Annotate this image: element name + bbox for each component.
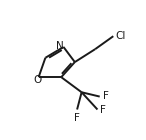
Text: N: N: [56, 41, 63, 51]
Text: O: O: [33, 75, 42, 85]
Text: F: F: [102, 91, 108, 101]
Text: Cl: Cl: [115, 31, 125, 41]
Text: F: F: [100, 104, 106, 115]
Text: F: F: [74, 113, 80, 123]
